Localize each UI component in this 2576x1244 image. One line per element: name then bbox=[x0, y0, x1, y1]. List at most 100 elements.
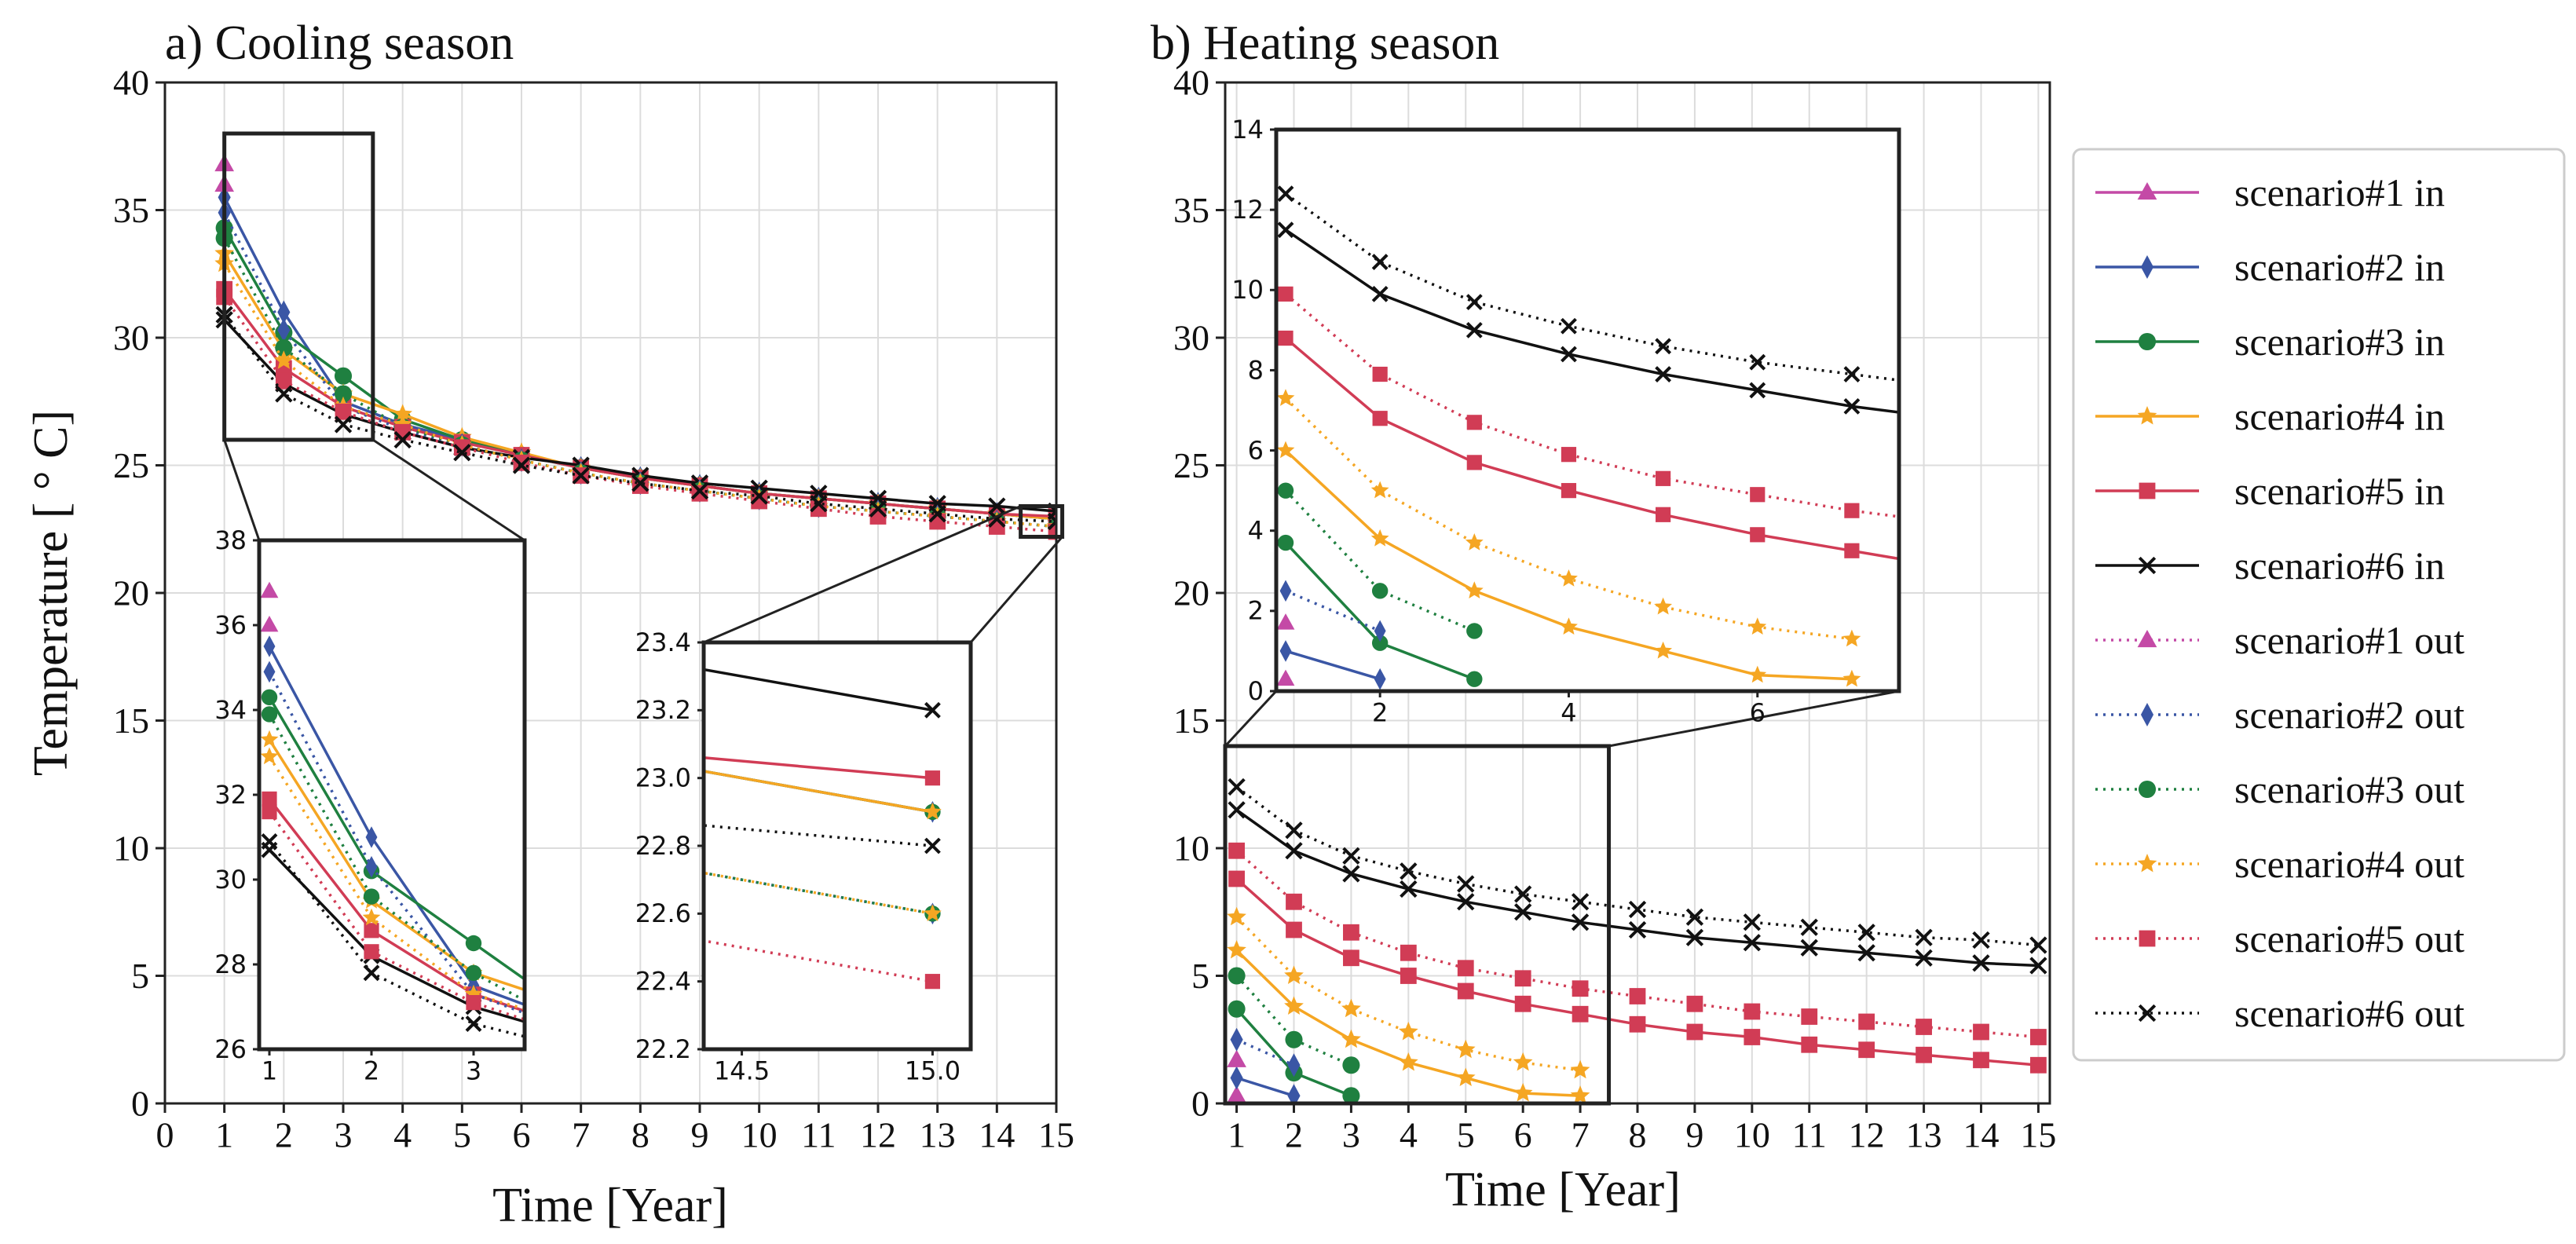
x-tick-label: 1 bbox=[1228, 1115, 1246, 1155]
data-point bbox=[1466, 455, 1482, 470]
data-point bbox=[1278, 286, 1293, 302]
x-tick-label: 5 bbox=[453, 1115, 471, 1155]
data-point bbox=[1686, 1023, 1703, 1041]
series-scenario-1-out bbox=[1227, 1049, 1246, 1067]
data-point bbox=[363, 964, 380, 982]
y-tick-label: 22.8 bbox=[635, 831, 691, 861]
data-point bbox=[1466, 623, 1483, 639]
data-point bbox=[1387, 1157, 1399, 1179]
y-tick-label: 23.4 bbox=[635, 627, 691, 657]
data-point bbox=[365, 826, 378, 848]
data-point bbox=[1228, 778, 1246, 796]
legend-label: scenario#3 out bbox=[2234, 767, 2464, 811]
heating-x-axis-label: Time [Year] bbox=[1445, 1163, 1681, 1217]
x-tick-label: 2 bbox=[275, 1115, 293, 1155]
series-scenario-5-out bbox=[262, 804, 1706, 1209]
data-point bbox=[1228, 1000, 1246, 1018]
data-point bbox=[466, 995, 481, 1011]
data-point bbox=[1691, 1195, 1706, 1209]
data-point bbox=[1857, 924, 1875, 942]
data-point bbox=[1843, 397, 1861, 415]
series-line bbox=[268, 646, 525, 1007]
data-point bbox=[1655, 338, 1672, 355]
y-tick-label: 38 bbox=[214, 525, 247, 555]
series-scenario-3-out bbox=[261, 706, 525, 1002]
data-point bbox=[1343, 924, 1359, 941]
data-point bbox=[1466, 671, 1483, 687]
y-tick-label: 26 bbox=[214, 1034, 247, 1064]
y-tick-label: 8 bbox=[1248, 355, 1264, 385]
data-point bbox=[1561, 447, 1577, 463]
data-point bbox=[1655, 366, 1672, 382]
y-tick-label: 22.4 bbox=[635, 967, 691, 997]
data-point bbox=[874, 1088, 890, 1103]
data-point bbox=[631, 474, 649, 492]
data-point bbox=[1285, 842, 1303, 860]
legend-marker-icon bbox=[2140, 255, 2154, 279]
y-tick-label: 2 bbox=[1248, 596, 1264, 626]
x-tick-label: 4 bbox=[393, 1115, 412, 1155]
data-point bbox=[1858, 1013, 1875, 1030]
data-point bbox=[1180, 1130, 1196, 1146]
data-point bbox=[542, 735, 560, 752]
data-point bbox=[1342, 865, 1360, 883]
zoom-connector bbox=[969, 536, 1063, 643]
data-point bbox=[543, 906, 558, 921]
y-tick-label: 14 bbox=[1231, 115, 1264, 145]
data-point bbox=[774, 1072, 786, 1094]
data-point bbox=[1286, 921, 1302, 938]
data-point bbox=[545, 734, 557, 756]
data-point bbox=[1572, 1005, 1589, 1023]
data-point bbox=[1287, 1084, 1301, 1103]
legend-entry: scenario#4 in bbox=[2095, 394, 2445, 438]
legend-entry: scenario#1 in bbox=[2095, 170, 2445, 214]
data-point bbox=[1844, 503, 1860, 518]
y-tick-label: 25 bbox=[1173, 445, 1209, 485]
data-point bbox=[1800, 918, 1818, 936]
data-point bbox=[1629, 988, 1646, 1004]
legend-entry: scenario#6 out bbox=[2095, 991, 2464, 1035]
series-scenario-2-in bbox=[1230, 1066, 1301, 1103]
y-tick-label: 0 bbox=[1191, 1084, 1209, 1124]
data-point bbox=[1455, 1067, 1476, 1086]
data-point bbox=[572, 466, 590, 485]
data-point bbox=[1279, 640, 1292, 662]
series-line bbox=[268, 756, 525, 1011]
legend-marker-icon bbox=[2138, 556, 2157, 575]
data-point bbox=[1513, 1083, 1533, 1102]
data-point bbox=[544, 805, 558, 819]
data-point bbox=[1279, 580, 1292, 602]
legend-label: scenario#5 out bbox=[2234, 917, 2464, 960]
data-point bbox=[567, 1015, 585, 1032]
data-point bbox=[1654, 641, 1672, 659]
cooling-x-axis-label: Time [Year] bbox=[492, 1179, 728, 1232]
series-scenario-5-out bbox=[1278, 286, 1899, 518]
data-point bbox=[1743, 913, 1761, 931]
data-point bbox=[1465, 581, 1484, 598]
legend-marker-icon bbox=[2140, 703, 2154, 726]
series-scenario-4-in bbox=[1276, 441, 1861, 687]
series-scenario-6-out bbox=[1277, 185, 1899, 382]
y-tick-label: 23.0 bbox=[635, 763, 691, 793]
data-point bbox=[2030, 1056, 2047, 1074]
data-point bbox=[1514, 885, 1532, 903]
data-point bbox=[1973, 1023, 1989, 1041]
y-tick-label: 23.2 bbox=[635, 695, 691, 725]
y-tick-label: 30 bbox=[1173, 318, 1209, 358]
data-point bbox=[1844, 543, 1860, 558]
series-scenario-4-out bbox=[1227, 906, 1590, 1079]
data-point bbox=[1571, 893, 1590, 911]
y-tick-label: 22.2 bbox=[635, 1034, 691, 1064]
data-point bbox=[1385, 1157, 1400, 1171]
zoom-connector bbox=[372, 438, 525, 542]
data-point bbox=[1278, 330, 1293, 346]
series-line bbox=[1285, 589, 1381, 633]
data-point bbox=[1228, 870, 1245, 887]
legend-label: scenario#1 in bbox=[2234, 170, 2445, 214]
legend-label: scenario#6 in bbox=[2234, 543, 2445, 587]
data-point bbox=[1283, 1156, 1297, 1171]
data-point bbox=[1230, 1066, 1243, 1090]
x-tick-label: 6 bbox=[1514, 1115, 1532, 1155]
heating-title: b) Heating season bbox=[1151, 16, 1499, 70]
series-line bbox=[268, 840, 525, 1038]
